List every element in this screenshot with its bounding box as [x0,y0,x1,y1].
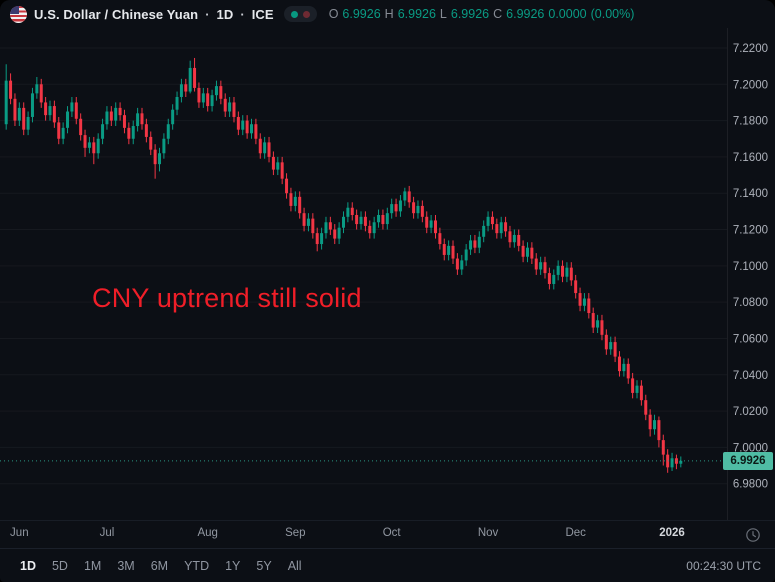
us-flag-icon [10,5,27,23]
high-label: H [384,7,394,21]
low-label: L [439,7,447,21]
title-separator: · [240,6,245,22]
exchange-label: ICE [251,6,274,22]
low-value: 6.9926 [450,7,490,21]
price-tick-label: 6.9800 [733,479,768,491]
price-tick-label: 7.0400 [733,370,768,382]
close-label: C [493,7,503,21]
interval-label[interactable]: 1D [216,6,234,22]
price-tick-label: 7.2200 [733,43,768,55]
change-value: 0.0000 [548,7,587,21]
time-axis-label: Jul [99,527,115,539]
time-axis-label: Sep [285,527,306,539]
title-separator: · [205,6,210,22]
time-axis[interactable]: Jun Jul Aug Sep Oct Nov Dec 2026 [0,520,775,549]
range-button-3m[interactable]: 3M [109,555,142,577]
timezone-clock-icon[interactable] [745,527,761,543]
time-axis-label: 2026 [659,527,685,539]
price-tick-label: 7.1800 [733,116,768,128]
time-axis-label: Dec [565,527,586,539]
range-button-6m[interactable]: 6M [143,555,176,577]
price-tick-label: 7.0000 [733,442,768,454]
price-tick-label: 7.0800 [733,297,768,309]
ohlc-readout: O 6.9926 H 6.9926 L 6.9926 C 6.9926 0.0000 (… [329,7,635,21]
price-tick-label: 7.1200 [733,225,768,237]
last-price-tag[interactable]: 6.9926 [723,451,773,470]
time-axis-label: Oct [382,527,401,539]
clock-utc-readout[interactable]: 00:24:30 UTC [686,558,761,573]
time-axis-label: Jun [10,527,29,539]
time-axis-label: Nov [477,527,499,539]
status-dot-green [290,10,298,18]
status-dot-red [302,10,310,18]
range-button-1d[interactable]: 1D [12,555,44,577]
range-button-1m[interactable]: 1M [76,555,109,577]
candlestick-chart[interactable]: 7.2200 7.2000 7.1800 7.1600 7.1400 7.1200 7.10… [0,28,775,520]
change-percent: (0.00%) [590,7,635,21]
price-tick-label: 7.1600 [733,152,768,164]
range-button-ytd[interactable]: YTD [176,555,217,577]
time-axis-label: Aug [197,527,218,539]
price-tick-label: 7.2000 [733,79,768,91]
price-tick-label: 7.0600 [733,333,768,345]
range-toolbar: 1D 5D 1M 3M 6M YTD 1Y 5Y All 00:24:30 UTC [0,548,775,582]
market-status-indicator[interactable] [283,6,317,22]
open-value: 6.9926 [342,7,381,21]
price-tick-label: 7.0200 [733,406,768,418]
text-annotation[interactable]: CNY uptrend still solid [92,283,362,313]
range-button-5d[interactable]: 5D [44,555,76,577]
price-tick-label: 7.1400 [733,188,768,200]
range-button-all[interactable]: All [280,555,310,577]
range-buttons-group: 1D 5D 1M 3M 6M YTD 1Y 5Y All [12,555,310,577]
open-label: O [328,7,339,21]
range-button-1y[interactable]: 1Y [217,555,248,577]
close-value: 6.9926 [506,7,545,21]
range-button-5y[interactable]: 5Y [248,555,279,577]
flag-canton [10,5,19,14]
price-tick-label: 7.1000 [733,261,768,273]
high-value: 6.9926 [397,7,436,21]
symbol-title[interactable]: U.S. Dollar / Chinese Yuan [34,6,199,22]
